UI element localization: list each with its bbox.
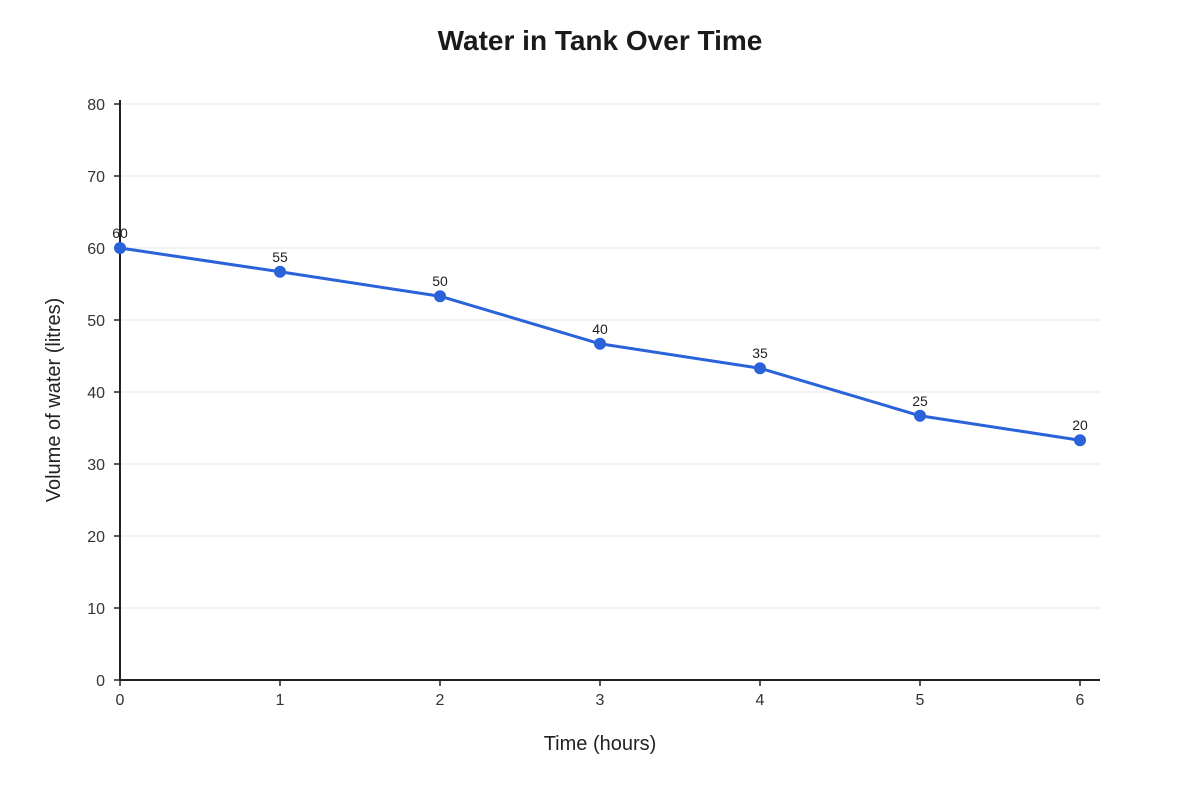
data-point <box>754 362 766 375</box>
x-tick-label: 3 <box>596 692 605 709</box>
data-label: 50 <box>432 273 448 289</box>
y-axis-label: Volume of water (litres) <box>43 298 65 503</box>
data-labels: 60 55 50 40 35 25 20 <box>112 225 1088 433</box>
x-axis-label: Time (hours) <box>544 733 657 755</box>
y-tick-label: 20 <box>87 529 105 546</box>
x-tick-label: 6 <box>1076 692 1085 709</box>
data-label: 60 <box>112 225 128 241</box>
data-label: 35 <box>752 345 768 361</box>
y-tick-label: 30 <box>87 457 105 474</box>
tick-labels: 0 10 20 30 40 50 60 70 80 0 1 2 3 4 5 6 <box>87 97 1084 709</box>
data-point <box>114 242 126 254</box>
data-label: 25 <box>912 393 928 409</box>
y-tick-label: 70 <box>87 169 105 186</box>
data-label: 20 <box>1072 417 1088 433</box>
y-tick-label: 50 <box>87 313 105 330</box>
data-point <box>434 290 446 303</box>
y-tick-label: 0 <box>96 673 105 690</box>
x-tick-label: 0 <box>116 692 125 709</box>
axes <box>114 100 1100 686</box>
x-tick-label: 1 <box>276 692 285 709</box>
data-point <box>914 409 926 422</box>
chart-title: Water in Tank Over Time <box>438 25 763 56</box>
y-tick-label: 60 <box>87 241 105 258</box>
data-point <box>594 337 606 350</box>
x-tick-label: 4 <box>756 692 765 709</box>
data-points <box>114 242 1086 447</box>
x-tick-label: 2 <box>436 692 445 709</box>
data-label: 40 <box>592 321 608 337</box>
x-tick-label: 5 <box>916 692 925 709</box>
y-tick-label: 40 <box>87 385 105 402</box>
data-label: 55 <box>272 249 288 265</box>
y-tick-label: 10 <box>87 601 105 618</box>
data-point <box>1074 434 1086 447</box>
data-point <box>274 265 286 278</box>
gridlines <box>120 103 1100 609</box>
y-tick-label: 80 <box>87 97 105 114</box>
